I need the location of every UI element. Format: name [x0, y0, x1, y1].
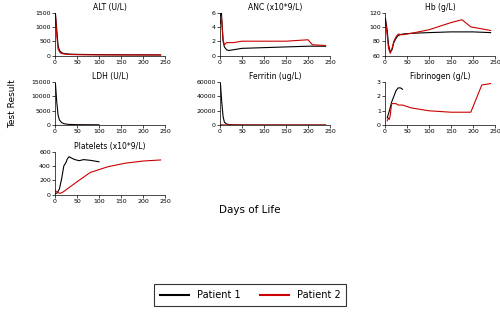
Text: Test Result: Test Result: [8, 79, 17, 128]
Title: LDH (U/L): LDH (U/L): [92, 72, 128, 81]
Title: Fibrinogen (g/L): Fibrinogen (g/L): [410, 72, 470, 81]
Title: ALT (U/L): ALT (U/L): [93, 3, 127, 12]
Title: ANC (x10*9/L): ANC (x10*9/L): [248, 3, 302, 12]
Legend: Patient 1, Patient 2: Patient 1, Patient 2: [154, 284, 346, 306]
Text: Days of Life: Days of Life: [219, 205, 281, 215]
Title: Hb (g/L): Hb (g/L): [424, 3, 456, 12]
Title: Ferritin (ug/L): Ferritin (ug/L): [249, 72, 301, 81]
Title: Platelets (x10*9/L): Platelets (x10*9/L): [74, 142, 146, 151]
